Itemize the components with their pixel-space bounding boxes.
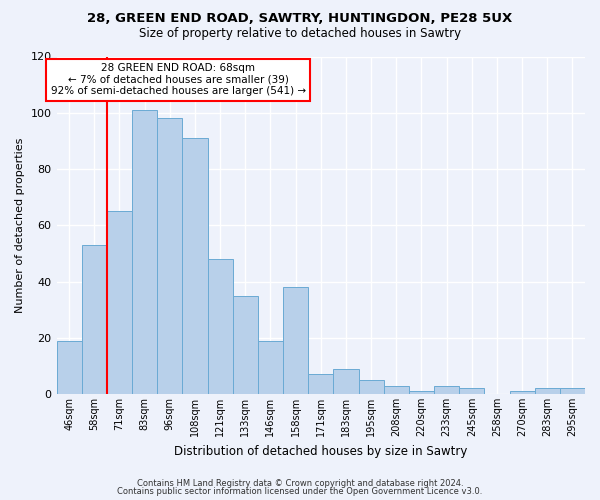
Bar	[509, 391, 535, 394]
Bar	[334, 368, 359, 394]
Bar	[359, 380, 383, 394]
Bar	[258, 340, 283, 394]
Bar	[308, 374, 334, 394]
Bar	[182, 138, 208, 394]
Bar	[107, 211, 132, 394]
Bar	[434, 386, 459, 394]
Text: Contains public sector information licensed under the Open Government Licence v3: Contains public sector information licen…	[118, 487, 482, 496]
Bar	[208, 259, 233, 394]
Bar	[56, 340, 82, 394]
Bar	[459, 388, 484, 394]
Bar	[157, 118, 182, 394]
Bar	[233, 296, 258, 394]
Text: Size of property relative to detached houses in Sawtry: Size of property relative to detached ho…	[139, 28, 461, 40]
Bar	[409, 391, 434, 394]
Bar	[283, 287, 308, 394]
Text: 28 GREEN END ROAD: 68sqm
← 7% of detached houses are smaller (39)
92% of semi-de: 28 GREEN END ROAD: 68sqm ← 7% of detache…	[50, 64, 305, 96]
Y-axis label: Number of detached properties: Number of detached properties	[15, 138, 25, 313]
Bar	[535, 388, 560, 394]
Text: 28, GREEN END ROAD, SAWTRY, HUNTINGDON, PE28 5UX: 28, GREEN END ROAD, SAWTRY, HUNTINGDON, …	[88, 12, 512, 26]
Bar	[560, 388, 585, 394]
Bar	[383, 386, 409, 394]
Bar	[132, 110, 157, 394]
X-axis label: Distribution of detached houses by size in Sawtry: Distribution of detached houses by size …	[174, 444, 467, 458]
Bar	[82, 245, 107, 394]
Text: Contains HM Land Registry data © Crown copyright and database right 2024.: Contains HM Land Registry data © Crown c…	[137, 478, 463, 488]
